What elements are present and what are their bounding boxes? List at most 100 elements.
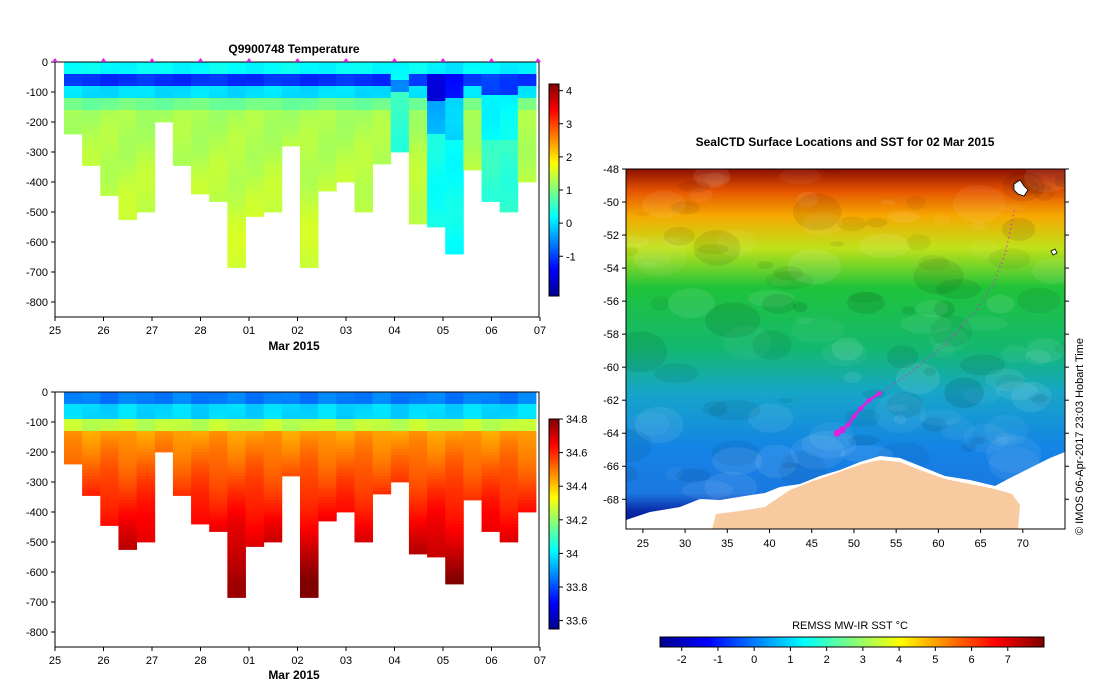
section-cell bbox=[445, 530, 464, 534]
section-cell bbox=[136, 113, 156, 117]
section-cell bbox=[390, 467, 410, 471]
section-cell bbox=[263, 413, 283, 417]
section-cell bbox=[390, 437, 410, 441]
section-cell bbox=[445, 449, 464, 453]
section-cell bbox=[354, 527, 374, 531]
section-cell bbox=[408, 515, 428, 519]
sst-eddy bbox=[626, 246, 639, 256]
lon-tick-label: 70 bbox=[1017, 538, 1029, 550]
sst-eddy bbox=[988, 248, 1031, 270]
section-cell bbox=[172, 98, 192, 102]
section-cell bbox=[427, 128, 446, 132]
section-cell bbox=[481, 188, 501, 192]
section-cell bbox=[300, 548, 319, 552]
section-cell bbox=[227, 452, 246, 456]
section-cell bbox=[136, 431, 156, 435]
section-cell bbox=[172, 413, 192, 417]
section-cell bbox=[227, 539, 246, 543]
section-cell bbox=[336, 410, 355, 414]
section-cell bbox=[427, 212, 446, 216]
section-cell bbox=[172, 152, 192, 156]
section-cell bbox=[408, 128, 428, 132]
section-cell bbox=[336, 113, 355, 117]
section-cell bbox=[390, 440, 410, 444]
y-tick-label: -800 bbox=[26, 297, 48, 309]
section-cell bbox=[227, 524, 246, 528]
section-cell bbox=[245, 194, 265, 198]
section-cell bbox=[463, 416, 482, 420]
section-cell bbox=[100, 518, 119, 522]
section-cell bbox=[445, 566, 464, 570]
section-cell bbox=[463, 413, 482, 417]
section-cell bbox=[517, 482, 537, 486]
sst-eddy bbox=[960, 442, 977, 453]
section-cell bbox=[372, 107, 392, 111]
section-cell bbox=[100, 131, 119, 135]
section-cell bbox=[100, 134, 119, 138]
section-cell bbox=[445, 428, 464, 432]
section-cell bbox=[517, 488, 537, 492]
section-cell bbox=[318, 119, 337, 123]
section-cell bbox=[172, 74, 192, 78]
section-cell bbox=[136, 464, 156, 468]
section-cell bbox=[100, 392, 119, 396]
section-cell bbox=[517, 155, 537, 159]
section-cell bbox=[263, 416, 283, 420]
section-cell bbox=[245, 416, 265, 420]
section-cell bbox=[517, 134, 537, 138]
section-cell bbox=[372, 491, 392, 495]
section-cell bbox=[336, 164, 355, 168]
section-cell bbox=[300, 413, 319, 417]
section-cell bbox=[354, 125, 374, 129]
section-cell bbox=[209, 488, 228, 492]
section-cell bbox=[390, 95, 410, 99]
x-tick-label: 27 bbox=[146, 325, 158, 337]
section-cell bbox=[517, 452, 537, 456]
section-cell bbox=[281, 401, 301, 405]
salinity-x-axis: 25 26 27 28 01 02 03 04 05 06 07 bbox=[49, 647, 546, 667]
section-cell bbox=[136, 200, 156, 204]
track-point bbox=[851, 414, 857, 420]
section-cell bbox=[227, 434, 246, 438]
section-cell bbox=[172, 419, 192, 423]
section-cell bbox=[354, 158, 374, 162]
section-cell bbox=[209, 119, 228, 123]
section-cell bbox=[245, 107, 265, 111]
section-cell bbox=[354, 437, 374, 441]
section-cell bbox=[445, 509, 464, 513]
section-cell bbox=[481, 89, 501, 93]
section-cell bbox=[100, 431, 119, 435]
section-cell bbox=[64, 431, 83, 435]
section-cell bbox=[172, 71, 192, 75]
section-cell bbox=[372, 419, 392, 423]
section-cell bbox=[281, 128, 301, 132]
section-cell bbox=[318, 485, 337, 489]
section-cell bbox=[209, 182, 228, 186]
section-cell bbox=[427, 494, 446, 498]
section-cell bbox=[336, 500, 355, 504]
section-cell bbox=[227, 488, 246, 492]
section-cell bbox=[245, 443, 265, 447]
section-cell bbox=[445, 104, 464, 108]
section-cell bbox=[499, 458, 519, 462]
track-segment bbox=[975, 284, 994, 310]
section-cell bbox=[408, 428, 428, 432]
lat-tick-label: -54 bbox=[603, 263, 619, 275]
section-cell bbox=[372, 440, 392, 444]
section-cell bbox=[136, 155, 156, 159]
section-cell bbox=[318, 161, 337, 165]
section-cell bbox=[227, 536, 246, 540]
section-cell bbox=[118, 104, 138, 108]
x-tick-label: 04 bbox=[388, 655, 400, 667]
section-cell bbox=[318, 182, 337, 186]
section-cell bbox=[481, 62, 501, 66]
section-cell bbox=[227, 164, 246, 168]
section-cell bbox=[191, 140, 210, 144]
section-cell bbox=[481, 200, 501, 202]
section-cell bbox=[281, 425, 301, 429]
section-cell bbox=[118, 413, 138, 417]
section-cell bbox=[517, 473, 537, 477]
section-cell bbox=[354, 482, 374, 486]
section-cell bbox=[281, 455, 301, 459]
sst-eddy bbox=[874, 392, 926, 433]
